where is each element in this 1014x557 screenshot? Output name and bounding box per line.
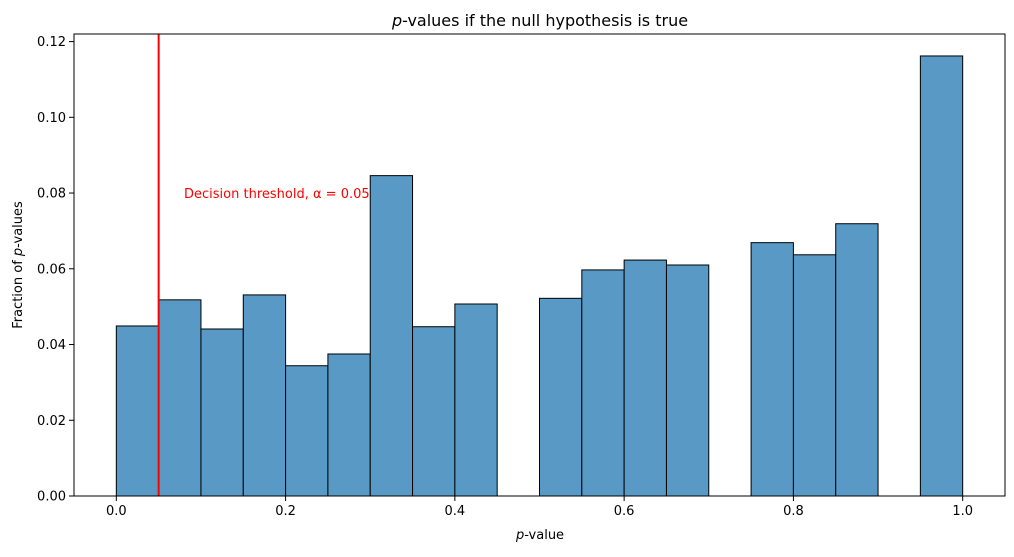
histogram-bar bbox=[919, 55, 964, 497]
histogram-bar bbox=[327, 353, 371, 497]
y-tick-label: 0.02 bbox=[37, 414, 66, 429]
histogram-bar bbox=[750, 242, 794, 497]
chart-title: p-values if the null hypothesis is true bbox=[391, 11, 688, 30]
y-tick-label: 0.08 bbox=[37, 187, 66, 202]
x-tick-label: 0.6 bbox=[614, 504, 635, 519]
histogram-bar bbox=[412, 326, 456, 497]
y-tick-label: 0.10 bbox=[37, 111, 66, 126]
bars-group bbox=[115, 55, 964, 497]
y-tick-label: 0.00 bbox=[37, 490, 66, 505]
plot-frame bbox=[73, 33, 1006, 497]
histogram-bar bbox=[539, 297, 583, 497]
histogram-bar bbox=[835, 223, 879, 497]
x-tick-label: 1.0 bbox=[952, 504, 973, 519]
histogram-bar bbox=[115, 325, 160, 497]
histogram-bar bbox=[242, 294, 287, 497]
x-tick-label: 0.2 bbox=[275, 504, 296, 519]
x-tick-label: 0.0 bbox=[106, 504, 127, 519]
histogram-bar bbox=[623, 259, 667, 497]
histogram-bar bbox=[792, 254, 837, 497]
y-axis-ticks: 0.00 0.02 0.04 0.06 0.08 0.10 0.12 bbox=[37, 35, 74, 505]
y-tick-label: 0.06 bbox=[37, 262, 66, 277]
histogram-bar bbox=[665, 264, 710, 497]
histogram-bar bbox=[369, 175, 414, 497]
x-tick-label: 0.4 bbox=[445, 504, 466, 519]
histogram-bar bbox=[158, 299, 202, 497]
histogram-bar bbox=[285, 365, 329, 497]
histogram-bar bbox=[581, 269, 625, 497]
x-axis-label: p-value bbox=[515, 528, 564, 543]
threshold-annotation: Decision threshold, α = 0.05 bbox=[184, 187, 370, 202]
histogram-bar bbox=[200, 328, 244, 497]
y-tick-label: 0.04 bbox=[37, 338, 66, 353]
y-axis-label: Fraction of p-values bbox=[11, 201, 26, 329]
histogram-bar bbox=[454, 303, 498, 497]
x-axis-ticks: 0.0 0.2 0.4 0.6 0.8 1.0 bbox=[106, 496, 973, 519]
x-tick-label: 0.8 bbox=[783, 504, 804, 519]
y-tick-label: 0.12 bbox=[37, 35, 66, 50]
threshold-group: Decision threshold, α = 0.05 bbox=[157, 34, 370, 496]
